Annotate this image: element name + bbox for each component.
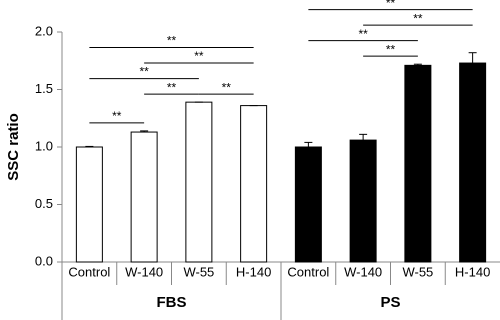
significance-label: **: [112, 109, 122, 123]
x-tick-label: H-140: [236, 264, 271, 279]
y-tick-label: 1.5: [35, 81, 53, 96]
significance-label: **: [167, 34, 177, 48]
bar: [459, 62, 487, 263]
bar: [185, 101, 213, 263]
group-label: PS: [380, 294, 400, 311]
significance-label: **: [194, 49, 204, 63]
bar: [240, 105, 268, 263]
x-tick-label: Control: [68, 264, 110, 279]
significance-label: **: [139, 65, 149, 79]
x-tick-label: W-140: [344, 264, 382, 279]
significance-label: **: [222, 80, 232, 94]
x-tick-label: Control: [287, 264, 329, 279]
bar: [349, 139, 377, 263]
y-axis-title: SSC ratio: [5, 113, 22, 181]
y-tick-label: 1.0: [35, 138, 53, 153]
y-tick-label: 2.0: [35, 23, 53, 38]
significance-label: **: [358, 27, 368, 41]
y-tick-label: 0.0: [35, 253, 53, 268]
significance-label: **: [167, 80, 177, 94]
bar: [294, 146, 322, 263]
x-tick-label: W-140: [125, 264, 163, 279]
y-tick-label: 0.5: [35, 196, 53, 211]
group-label: FBS: [157, 294, 187, 311]
x-tick-label: W-55: [402, 264, 433, 279]
significance-label: **: [413, 11, 423, 25]
significance-label: **: [386, 42, 396, 56]
bar: [404, 64, 432, 263]
x-tick-label: W-55: [183, 264, 214, 279]
bar: [75, 146, 103, 263]
significance-label: **: [386, 0, 396, 10]
bar: [130, 131, 158, 263]
x-tick-label: H-140: [455, 264, 490, 279]
